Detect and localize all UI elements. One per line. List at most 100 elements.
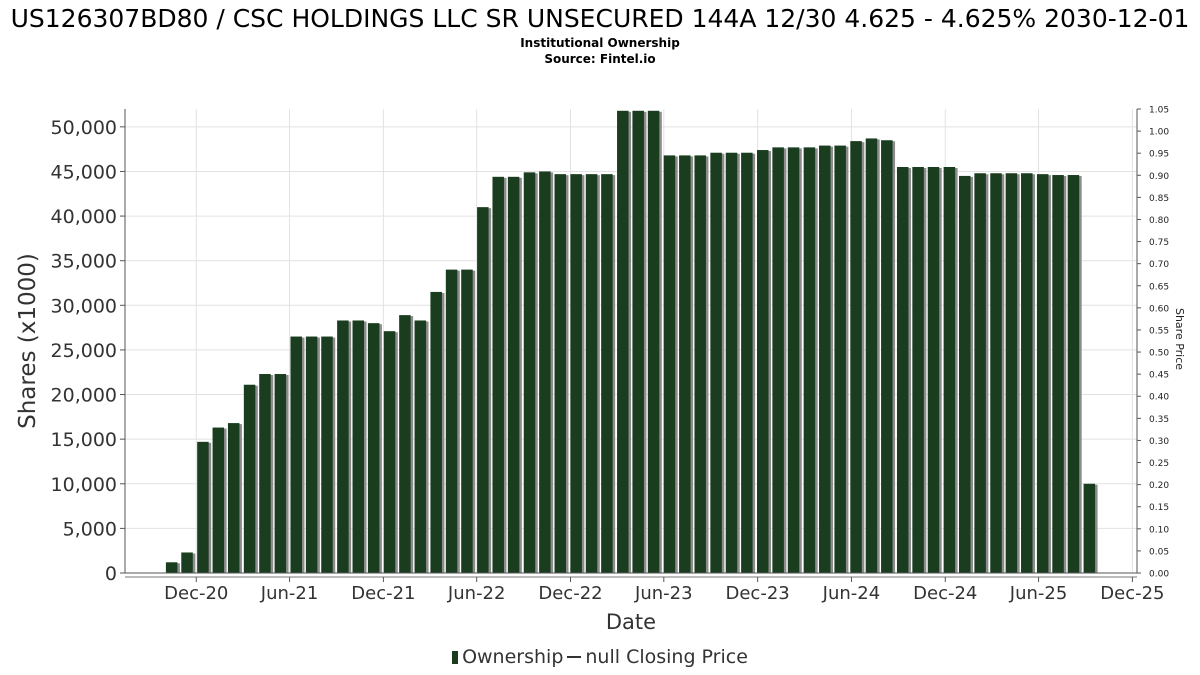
y2-tick-label: 0.00	[1149, 570, 1169, 580]
x-tick-label: Dec-25	[1100, 583, 1164, 604]
bar	[943, 167, 956, 573]
bar	[585, 174, 598, 573]
bar	[1036, 174, 1049, 573]
bar	[741, 152, 753, 573]
y-tick-label: 40,000	[51, 206, 117, 228]
bar	[492, 176, 504, 574]
bar	[772, 147, 784, 573]
bar	[881, 140, 893, 573]
bar	[321, 336, 333, 573]
bar	[414, 320, 427, 573]
bar	[399, 315, 411, 573]
bar	[212, 427, 225, 573]
bar	[539, 171, 551, 573]
bar	[912, 167, 924, 573]
bar	[523, 172, 536, 573]
y-tick-label: 15,000	[51, 429, 117, 451]
bar	[679, 155, 691, 573]
y-tick-label: 10,000	[51, 474, 117, 496]
bar	[197, 441, 209, 573]
bar	[367, 323, 380, 573]
bar	[305, 336, 318, 573]
x-tick-label: Dec-20	[164, 583, 228, 604]
y2-tick-label: 0.85	[1149, 194, 1169, 204]
bar	[958, 175, 971, 573]
legend-price-label: null Closing Price	[585, 646, 748, 668]
x-tick-label: Jun-24	[822, 583, 881, 604]
y-tick-label: 30,000	[51, 295, 117, 317]
bar	[757, 150, 769, 574]
chart-subtitle-1: Institutional Ownership	[520, 36, 680, 50]
chart-header: US126307BD80 / CSC HOLDINGS LLC SR UNSEC…	[0, 0, 1200, 67]
y2-tick-label: 0.70	[1149, 260, 1169, 270]
bar	[974, 173, 986, 573]
bar	[570, 174, 582, 573]
y2-tick-label: 0.65	[1149, 282, 1169, 292]
y2-tick-label: 0.60	[1149, 304, 1169, 314]
y2-tick-label: 0.80	[1149, 216, 1169, 226]
x-tick-label: Jun-23	[634, 583, 693, 604]
bar	[1052, 175, 1064, 573]
bar	[554, 174, 567, 573]
bar	[834, 145, 846, 574]
y2-tick-label: 1.00	[1149, 128, 1169, 138]
bar	[819, 145, 831, 574]
y2-tick-label: 0.35	[1149, 415, 1169, 425]
y-tick-label: 50,000	[51, 117, 117, 139]
bar	[507, 176, 520, 574]
y2-tick-label: 0.30	[1149, 437, 1169, 447]
legend-ownership-label: Ownership	[462, 646, 564, 668]
x-tick-label: Dec-24	[913, 583, 977, 604]
bar	[445, 269, 458, 573]
y2-tick-label: 0.55	[1149, 326, 1169, 336]
bar	[259, 374, 271, 573]
bar	[896, 167, 909, 573]
bar	[274, 374, 287, 573]
bar	[165, 562, 178, 573]
bar	[337, 320, 349, 573]
y-tick-label: 0	[105, 563, 117, 585]
y2-tick-label: 0.50	[1149, 349, 1169, 359]
bar	[632, 110, 644, 574]
chart-legend: Ownership null Closing Price	[0, 646, 1200, 668]
y-axis-title: Shares (x1000)	[15, 253, 41, 429]
bar	[710, 152, 722, 573]
y2-axis-title: Share Price	[1173, 308, 1186, 370]
x-tick-label: Jun-21	[260, 583, 319, 604]
y-tick-label: 45,000	[51, 161, 117, 183]
bar	[383, 331, 396, 573]
bar	[181, 552, 193, 573]
y2-tick-label: 0.40	[1149, 393, 1169, 403]
x-tick-label: Jun-22	[447, 583, 506, 604]
bar	[290, 336, 302, 573]
y-tick-label: 5,000	[63, 518, 117, 540]
bar	[803, 147, 816, 573]
bar	[477, 207, 489, 573]
bar	[865, 138, 878, 573]
y2-tick-label: 0.90	[1149, 172, 1169, 182]
y2-tick-label: 0.25	[1149, 459, 1169, 469]
y2-tick-label: 0.05	[1149, 547, 1169, 557]
bar	[227, 423, 240, 573]
y2-tick-label: 0.75	[1149, 238, 1169, 248]
bar	[617, 110, 629, 574]
bar	[1083, 483, 1096, 573]
bar	[1067, 175, 1080, 573]
x-tick-label: Dec-23	[726, 583, 790, 604]
bar	[725, 152, 738, 573]
bar	[927, 167, 940, 573]
bar	[243, 384, 256, 573]
y2-tick-label: 0.20	[1149, 481, 1169, 491]
bar	[461, 269, 473, 573]
bar	[1021, 173, 1033, 573]
bar	[647, 110, 660, 574]
x-tick-label: Dec-22	[538, 583, 602, 604]
y2-tick-label: 0.10	[1149, 525, 1169, 535]
bar	[850, 141, 862, 573]
bar	[663, 155, 676, 573]
y-tick-label: 20,000	[51, 385, 117, 407]
bar	[1005, 173, 1018, 573]
x-tick-label: Jun-25	[1009, 583, 1068, 604]
chart-title: US126307BD80 / CSC HOLDINGS LLC SR UNSEC…	[10, 4, 1190, 33]
